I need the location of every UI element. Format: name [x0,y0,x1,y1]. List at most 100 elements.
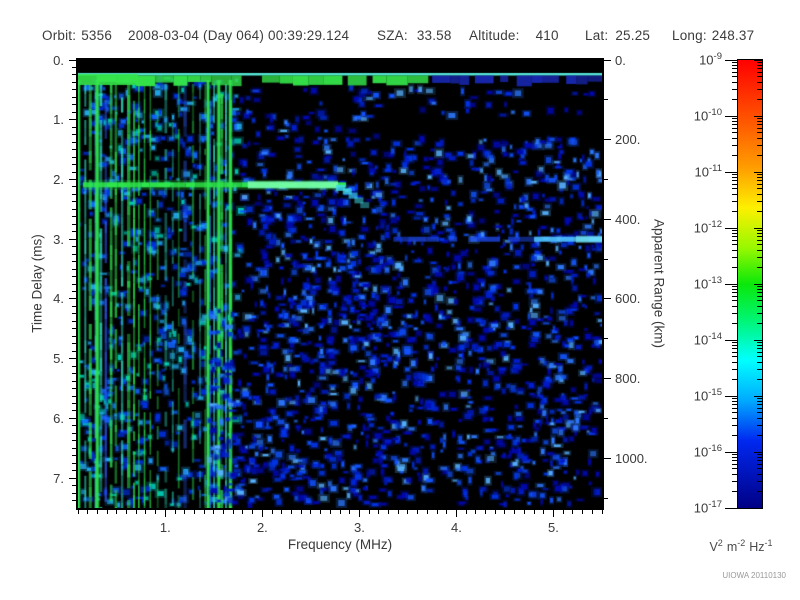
colorbar-minor-tick-right [757,239,762,241]
x-axis-minor-tick [271,510,273,514]
y-axis-minor-tick [72,193,76,195]
x-axis-minor-tick [310,510,312,514]
x-axis-tick-label: 3. [353,520,365,535]
y-axis-minor-tick [72,104,76,106]
colorbar-minor-tick-left [732,292,737,294]
colorbar-minor-tick-right [757,473,762,475]
colorbar-minor-tick-right [757,88,762,90]
x-axis-minor-tick [242,510,244,514]
colorbar-minor-tick-right [757,463,762,465]
lat-value: 25.25 [615,28,651,43]
x-axis-minor-tick [281,510,283,514]
colorbar-minor-tick-right [757,295,762,297]
x-axis-minor-tick [155,510,157,514]
y-axis-minor-tick [72,149,76,151]
long-value: 248.37 [711,28,755,43]
colorbar-minor-tick-left [732,88,737,90]
y-axis-tick-label: 1. [53,112,64,128]
colorbar-minor-tick-left [732,244,737,246]
y-axis-minor-tick [72,216,76,218]
colorbar-minor-tick-right [757,174,762,176]
colorbar-minor-tick-right [757,210,762,212]
colorbar-major-tick-right [754,227,762,229]
colorbar-minor-tick-right [757,98,762,100]
colorbar-minor-tick-left [732,351,737,353]
colorbar-minor-tick-right [757,62,762,64]
y-axis-minor-tick [72,268,76,270]
y-axis-minor-tick [72,410,76,412]
right-axis-minor-tick [604,417,608,419]
colorbar-minor-tick-right [757,120,762,122]
colorbar-minor-tick-left [732,137,737,139]
colorbar-minor-tick-left [732,154,737,156]
x-axis-minor-tick [213,510,215,514]
colorbar-minor-tick-left [732,124,737,126]
colorbar-minor-tick-left [732,183,737,185]
colorbar-tick-label: 10-9 [699,51,722,68]
colorbar-minor-tick-left [732,300,737,302]
x-axis-minor-tick [388,510,390,514]
colorbar-minor-tick-right [757,230,762,232]
y-axis-minor-tick [72,395,76,397]
colorbar-minor-tick-right [757,424,762,426]
colorbar-minor-tick-right [757,460,762,462]
y-axis-tick-label: 6. [53,410,64,426]
long-label: Long: [672,28,707,43]
right-axis-tick-label: 800. [615,371,641,387]
x-axis-minor-tick [126,510,128,514]
y-axis-minor-tick [72,246,76,248]
x-axis-minor-tick [300,510,302,514]
header-field-long: Long: 248.37 [672,28,754,43]
y-axis-minor-tick [72,500,76,502]
x-axis-minor-tick [504,510,506,514]
y-axis-tick-label: 4. [53,291,64,307]
y-axis-minor-tick [72,380,76,382]
x-axis-minor-tick [106,510,108,514]
x-axis-minor-tick [446,510,448,514]
x-axis-minor-tick [232,510,234,514]
x-axis-title: Frequency (MHz) [287,537,393,552]
colorbar-minor-tick-left [732,463,737,465]
colorbar-minor-tick-left [732,188,737,190]
right-axis-minor-tick [604,99,608,101]
colorbar-major-tick-right [754,451,762,453]
colorbar-minor-tick-right [757,398,762,400]
colorbar-minor-tick-right [757,351,762,353]
colorbar-minor-tick-left [732,322,737,324]
y-axis-minor-tick [72,96,76,98]
right-axis-major-tick [604,139,611,141]
x-axis-minor-tick [203,510,205,514]
colorbar-minor-tick-right [757,361,762,363]
colorbar-unit-part: m-2 [726,538,746,555]
x-axis-minor-tick [174,510,176,514]
y-axis-minor-tick [72,313,76,315]
x-axis-minor-tick [116,510,118,514]
colorbar-tick-label: 10-12 [693,219,722,236]
colorbar-minor-tick-right [757,348,762,350]
colorbar-minor-tick-right [757,305,762,307]
colorbar-minor-tick-right [757,312,762,314]
colorbar-minor-tick-left [732,348,737,350]
colorbar-minor-tick-right [757,183,762,185]
colorbar-minor-tick-right [757,480,762,482]
colorbar-major-tick-left [725,59,737,61]
colorbar-minor-tick-left [732,424,737,426]
colorbar-minor-tick-right [757,344,762,346]
x-axis-minor-tick [329,510,331,514]
x-axis-major-tick [358,510,360,517]
y-axis-minor-tick [72,276,76,278]
colorbar-minor-tick-right [757,356,762,358]
altitude-label: Altitude: [469,28,520,43]
colorbar-minor-tick-left [732,407,737,409]
colorbar-major-tick-left [725,115,737,117]
colorbar-minor-tick-right [757,266,762,268]
colorbar-minor-tick-right [757,249,762,251]
colorbar-major-tick-right [754,115,762,117]
y-axis-minor-tick [72,328,76,330]
x-axis-minor-tick [601,510,603,514]
right-axis-minor-tick [604,178,608,180]
colorbar-minor-tick-left [732,454,737,456]
x-axis-minor-tick [426,510,428,514]
datetime-value: 2008-03-04 (Day 064) 00:39:29.124 [128,28,350,43]
